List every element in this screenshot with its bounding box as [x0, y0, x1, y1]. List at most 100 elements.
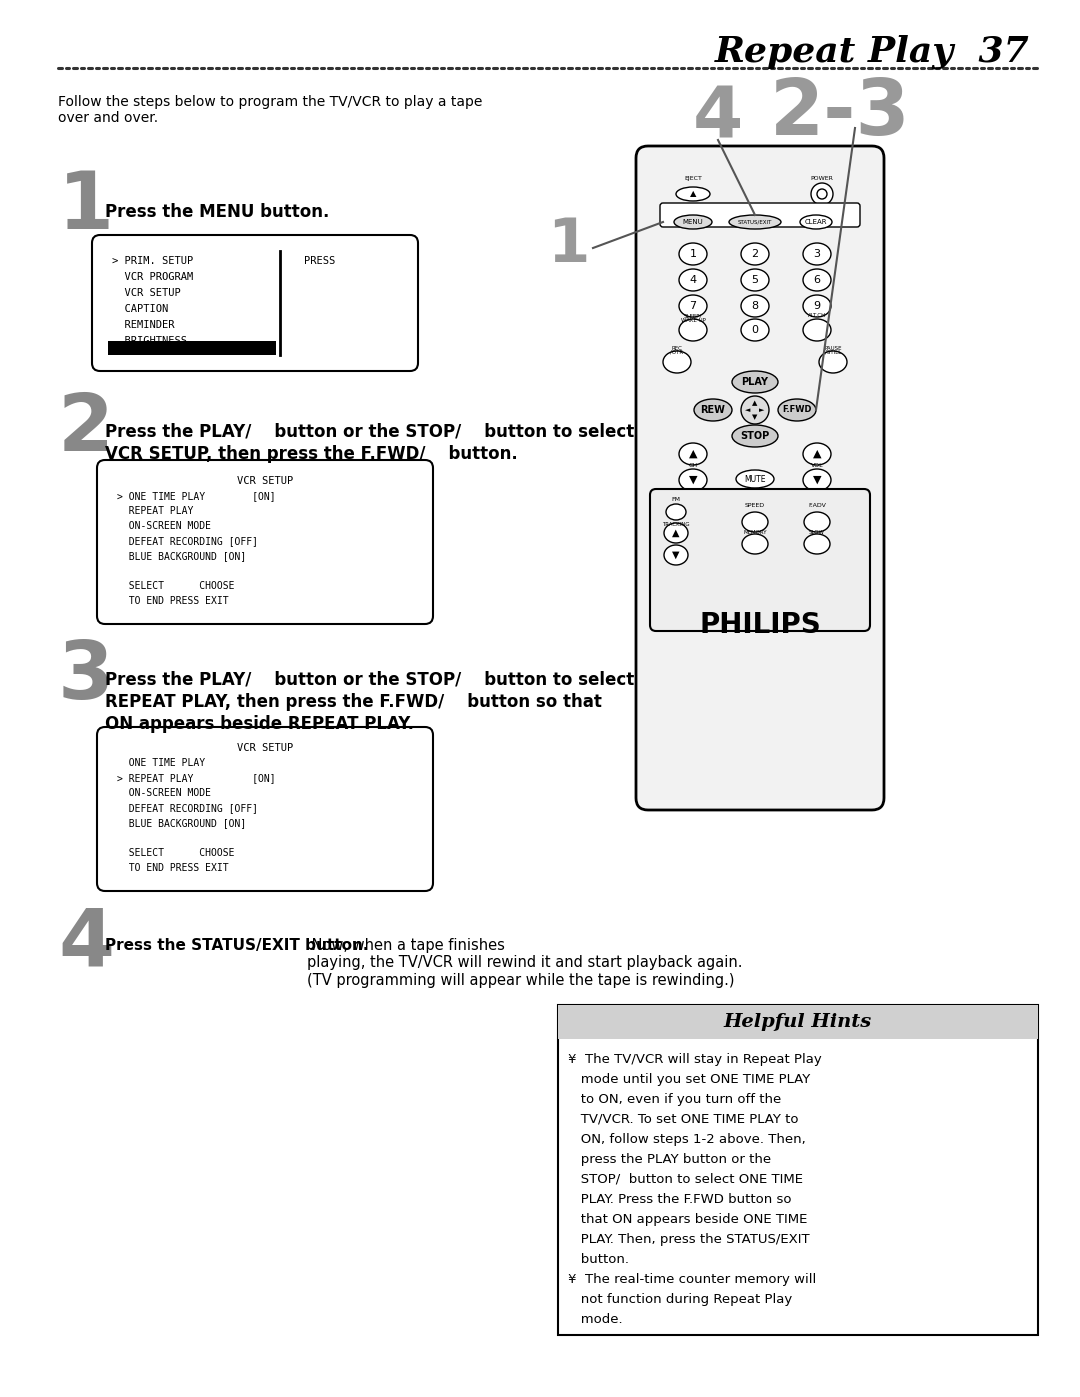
- Text: MENU: MENU: [683, 219, 703, 225]
- Text: PLAY. Press the F.FWD button so: PLAY. Press the F.FWD button so: [568, 1193, 792, 1206]
- Text: TV/VCR. To set ONE TIME PLAY to: TV/VCR. To set ONE TIME PLAY to: [568, 1113, 798, 1126]
- Text: Press the MENU button.: Press the MENU button.: [105, 203, 329, 221]
- Text: MEMORY: MEMORY: [743, 529, 767, 535]
- FancyBboxPatch shape: [660, 203, 860, 226]
- Ellipse shape: [679, 443, 707, 465]
- Text: ¥  The TV/VCR will stay in Repeat Play: ¥ The TV/VCR will stay in Repeat Play: [568, 1053, 822, 1066]
- FancyBboxPatch shape: [636, 147, 885, 810]
- Text: PLAY. Then, press the STATUS/EXIT: PLAY. Then, press the STATUS/EXIT: [568, 1234, 810, 1246]
- Ellipse shape: [804, 319, 831, 341]
- Ellipse shape: [664, 522, 688, 543]
- Ellipse shape: [800, 215, 832, 229]
- FancyBboxPatch shape: [108, 341, 276, 355]
- Ellipse shape: [804, 243, 831, 265]
- Text: ◄: ◄: [745, 407, 751, 414]
- Text: Helpful Hints: Helpful Hints: [724, 1013, 873, 1031]
- Text: ▲: ▲: [672, 528, 679, 538]
- Text: DEFEAT RECORDING [OFF]: DEFEAT RECORDING [OFF]: [117, 803, 258, 813]
- Text: 1: 1: [689, 249, 697, 258]
- Text: > PRIM. SETUP: > PRIM. SETUP: [112, 256, 193, 265]
- Text: ▲: ▲: [753, 400, 758, 407]
- Text: REPEAT PLAY, then press the F.FWD/    button so that: REPEAT PLAY, then press the F.FWD/ butto…: [105, 693, 602, 711]
- Text: BRIGHTNESS: BRIGHTNESS: [112, 337, 187, 346]
- Text: REPEAT PLAY: REPEAT PLAY: [117, 506, 193, 515]
- Ellipse shape: [679, 469, 707, 490]
- Ellipse shape: [679, 319, 707, 341]
- Text: PLAY: PLAY: [742, 377, 769, 387]
- Ellipse shape: [741, 270, 769, 291]
- Text: 4: 4: [692, 84, 743, 152]
- Ellipse shape: [679, 295, 707, 317]
- Text: SLEEP/: SLEEP/: [684, 313, 702, 319]
- Text: VCR SETUP, then press the F.FWD/    button.: VCR SETUP, then press the F.FWD/ button.: [105, 446, 517, 462]
- Ellipse shape: [742, 511, 768, 532]
- Text: REMINDER: REMINDER: [112, 320, 175, 330]
- Text: SELECT      CHOOSE: SELECT CHOOSE: [117, 581, 234, 591]
- Text: 7: 7: [689, 300, 697, 312]
- Text: ON-SCREEN MODE: ON-SCREEN MODE: [117, 521, 211, 531]
- Text: ▼: ▼: [813, 475, 821, 485]
- Text: Now, when a tape finishes
playing, the TV/VCR will rewind it and start playback : Now, when a tape finishes playing, the T…: [307, 937, 743, 988]
- FancyBboxPatch shape: [92, 235, 418, 372]
- Text: button.: button.: [568, 1253, 629, 1266]
- Ellipse shape: [679, 243, 707, 265]
- Text: > ONE TIME PLAY        [ON]: > ONE TIME PLAY [ON]: [117, 490, 275, 502]
- Text: to ON, even if you turn off the: to ON, even if you turn off the: [568, 1092, 781, 1106]
- Text: ALT.CH: ALT.CH: [808, 313, 826, 319]
- Ellipse shape: [741, 319, 769, 341]
- Text: 6: 6: [813, 275, 821, 285]
- Text: WAKE UP: WAKE UP: [680, 319, 705, 323]
- Ellipse shape: [804, 270, 831, 291]
- Text: that ON appears beside ONE TIME: that ON appears beside ONE TIME: [568, 1213, 808, 1227]
- Text: BLUE BACKGROUND [ON]: BLUE BACKGROUND [ON]: [117, 550, 246, 562]
- Text: 1: 1: [58, 168, 114, 246]
- Text: Follow the steps below to program the TV/VCR to play a tape
over and over.: Follow the steps below to program the TV…: [58, 95, 483, 126]
- Text: CLEAR: CLEAR: [805, 219, 827, 225]
- Ellipse shape: [729, 215, 781, 229]
- Circle shape: [816, 189, 827, 198]
- Text: VCR SETUP: VCR SETUP: [237, 476, 293, 486]
- Ellipse shape: [663, 351, 691, 373]
- Ellipse shape: [742, 534, 768, 555]
- Text: ON appears beside REPEAT PLAY.: ON appears beside REPEAT PLAY.: [105, 715, 414, 733]
- Text: 0: 0: [752, 326, 758, 335]
- Ellipse shape: [694, 400, 732, 420]
- Ellipse shape: [804, 295, 831, 317]
- Ellipse shape: [732, 372, 778, 393]
- Text: 4: 4: [58, 905, 114, 983]
- Ellipse shape: [676, 187, 710, 201]
- Text: 5: 5: [752, 275, 758, 285]
- Text: SELECT      CHOOSE: SELECT CHOOSE: [117, 848, 234, 858]
- Text: REW: REW: [701, 405, 726, 415]
- Ellipse shape: [741, 295, 769, 317]
- Text: ▲: ▲: [690, 190, 697, 198]
- Text: ▲: ▲: [813, 448, 821, 460]
- Text: REC: REC: [672, 346, 683, 351]
- Text: VCR SETUP: VCR SETUP: [112, 288, 180, 298]
- Ellipse shape: [674, 215, 712, 229]
- Text: Press the PLAY/    button or the STOP/    button to select: Press the PLAY/ button or the STOP/ butt…: [105, 423, 634, 441]
- Text: PRESS: PRESS: [305, 256, 336, 265]
- Text: EJECT: EJECT: [684, 176, 702, 182]
- Text: VCR PROGRAM: VCR PROGRAM: [112, 272, 193, 282]
- Text: ▼: ▼: [689, 475, 698, 485]
- FancyBboxPatch shape: [97, 726, 433, 891]
- Text: ¥  The real-time counter memory will: ¥ The real-time counter memory will: [568, 1273, 816, 1287]
- Ellipse shape: [666, 504, 686, 520]
- Ellipse shape: [804, 534, 831, 555]
- Text: STATUS/EXIT: STATUS/EXIT: [738, 219, 772, 225]
- Text: ON, follow steps 1-2 above. Then,: ON, follow steps 1-2 above. Then,: [568, 1133, 806, 1146]
- Text: Press the PLAY/    button or the STOP/    button to select: Press the PLAY/ button or the STOP/ butt…: [105, 671, 634, 689]
- Text: VOL: VOL: [811, 462, 823, 468]
- Text: TO END PRESS EXIT: TO END PRESS EXIT: [117, 597, 229, 606]
- Text: F.ADV: F.ADV: [808, 503, 826, 509]
- Text: 8: 8: [752, 300, 758, 312]
- Text: not function during Repeat Play: not function during Repeat Play: [568, 1294, 793, 1306]
- Text: TO END PRESS EXIT: TO END PRESS EXIT: [117, 863, 229, 873]
- Text: MUTE: MUTE: [744, 475, 766, 483]
- Text: ▼: ▼: [753, 414, 758, 420]
- Text: 9: 9: [813, 300, 821, 312]
- Text: 3: 3: [813, 249, 821, 258]
- Text: FM: FM: [672, 497, 680, 502]
- FancyBboxPatch shape: [558, 1004, 1038, 1039]
